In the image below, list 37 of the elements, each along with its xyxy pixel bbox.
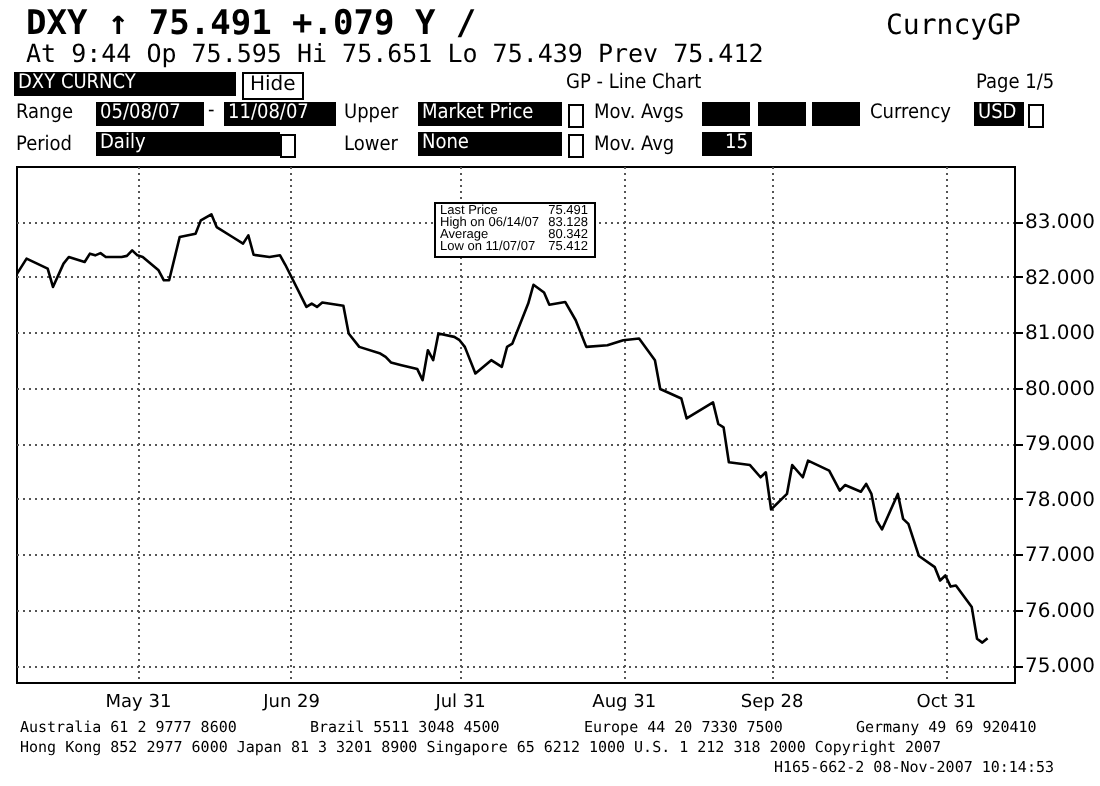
y-tick-label: 77.000 [1025,545,1095,568]
y-tick-label: 79.000 [1025,434,1095,457]
x-tick-label: Sep 28 [740,693,804,713]
text: Period [16,134,73,156]
text: Market Price [418,102,562,126]
text: Page 1/5 [976,72,1055,94]
x-tick-label: Aug 31 [592,693,657,713]
x-tick-label: May 31 [105,693,172,713]
text: Lower [344,134,398,156]
text: 05/08/07 [96,102,204,126]
text: Upper [344,102,399,124]
text: Range [16,102,73,124]
text: 11/08/07 [224,102,336,126]
text: CurncyGP [886,10,1021,42]
text: Hide [242,72,304,100]
chart-title: DXY ↑ 75.491 +.079 Y / [26,4,477,44]
x-tick-label: Jun 29 [261,693,321,713]
y-tick-label: 81.000 [1025,323,1095,346]
text: None [418,132,562,156]
text: GP - Line Chart [566,72,702,94]
y-tick-label: 76.000 [1025,600,1095,623]
x-tick-label: Jul 31 [433,693,486,713]
y-tick-label: 78.000 [1025,489,1095,512]
text: Mov. Avg [594,134,675,156]
y-tick-label: 75.000 [1025,656,1095,679]
text: DXY CURNCY [14,72,236,96]
text: USD [974,102,1024,126]
text: - [208,100,215,122]
y-tick-label: 82.000 [1025,267,1095,290]
text: 15 [702,132,752,156]
x-tick-label: Oct 31 [916,693,977,713]
text: Mov. Avgs [594,102,684,124]
y-tick-label: 83.000 [1025,212,1095,235]
text: Currency [870,102,951,124]
text: Daily [96,132,280,156]
y-tick-label: 80.000 [1025,378,1095,401]
chart-subtitle: At 9:44 Op 75.595 Hi 75.651 Lo 75.439 Prev 75.412 [26,38,764,68]
